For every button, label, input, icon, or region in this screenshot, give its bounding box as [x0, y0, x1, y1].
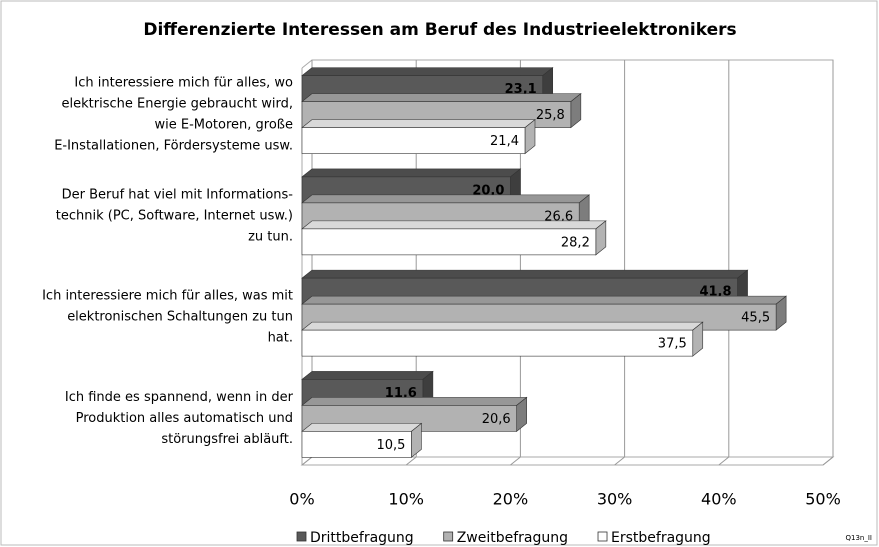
bar-top	[301, 371, 434, 380]
bar-top	[301, 168, 522, 178]
grid-floor	[510, 456, 521, 466]
grid-floor	[718, 456, 730, 466]
value-label: 28,2	[561, 235, 590, 250]
value-label: 10,5	[376, 438, 405, 453]
bar-top	[301, 321, 704, 331]
legend-swatch	[597, 531, 608, 542]
x-tick-label: 50%	[805, 490, 841, 509]
value-label: 45,5	[741, 311, 770, 326]
bar-top	[301, 119, 536, 128]
bar	[301, 228, 597, 256]
x-tick-label: 10%	[388, 490, 424, 509]
y-tick-label: elektrische Energie gebraucht wird,	[62, 97, 293, 112]
x-tick-label: 40%	[701, 490, 737, 509]
y-tick-label: störungsfrei abläuft.	[161, 432, 293, 447]
value-label: 21,4	[490, 134, 519, 149]
legend-swatch	[443, 531, 454, 542]
bar-top	[301, 67, 554, 76]
legend-swatch	[296, 531, 307, 542]
grid-floor	[405, 456, 417, 466]
bar	[301, 431, 412, 458]
legend-label: Erstbefragung	[611, 530, 711, 546]
bar-top	[301, 93, 582, 102]
note: Q13n_II	[846, 534, 872, 542]
value-label: 20,6	[482, 412, 511, 427]
value-label: 37,5	[658, 337, 687, 352]
y-tick-label: elektronischen Schaltungen zu tun	[67, 310, 293, 325]
left-wall-top	[301, 59, 313, 69]
value-label: 25,8	[536, 108, 565, 123]
bar-top	[301, 423, 423, 432]
x-tick-label: 0%	[289, 490, 314, 509]
y-tick-label: zu tun.	[248, 229, 293, 244]
x-tick-label: 20%	[493, 490, 529, 509]
bar-top	[301, 295, 787, 305]
bar	[301, 127, 526, 154]
grid-floor	[614, 456, 625, 466]
bar-top	[301, 397, 528, 406]
bar-top	[301, 194, 591, 204]
bar-top	[301, 269, 749, 279]
legend-label: Zweitbefragung	[457, 530, 568, 546]
y-tick-label: E-Installationen, Fördersysteme usw.	[54, 139, 293, 154]
grid-floor	[301, 456, 313, 466]
legend-label: Drittbefragung	[310, 530, 414, 546]
x-tick-label: 30%	[597, 490, 633, 509]
plot-floor	[300, 456, 835, 466]
y-tick-label: Ich finde es spannend, wenn in der	[65, 390, 294, 405]
y-tick-label: technik (PC, Software, Internet usw.)	[56, 208, 293, 223]
grid-floor	[822, 456, 834, 466]
bar	[301, 329, 694, 357]
y-tick-label: hat.	[268, 331, 293, 346]
y-tick-label: wie E-Motoren, große	[154, 118, 293, 133]
y-tick-label: Produktion alles automatisch und	[76, 411, 293, 426]
bar-top	[301, 220, 607, 230]
chart-title: Differenzierte Interessen am Beruf des I…	[143, 20, 736, 40]
y-tick-label: Der Beruf hat viel mit Informations-	[62, 187, 294, 202]
y-tick-label: Ich interessiere mich für alles, wo	[74, 76, 293, 91]
y-tick-label: Ich interessiere mich für alles, was mit	[42, 289, 293, 304]
